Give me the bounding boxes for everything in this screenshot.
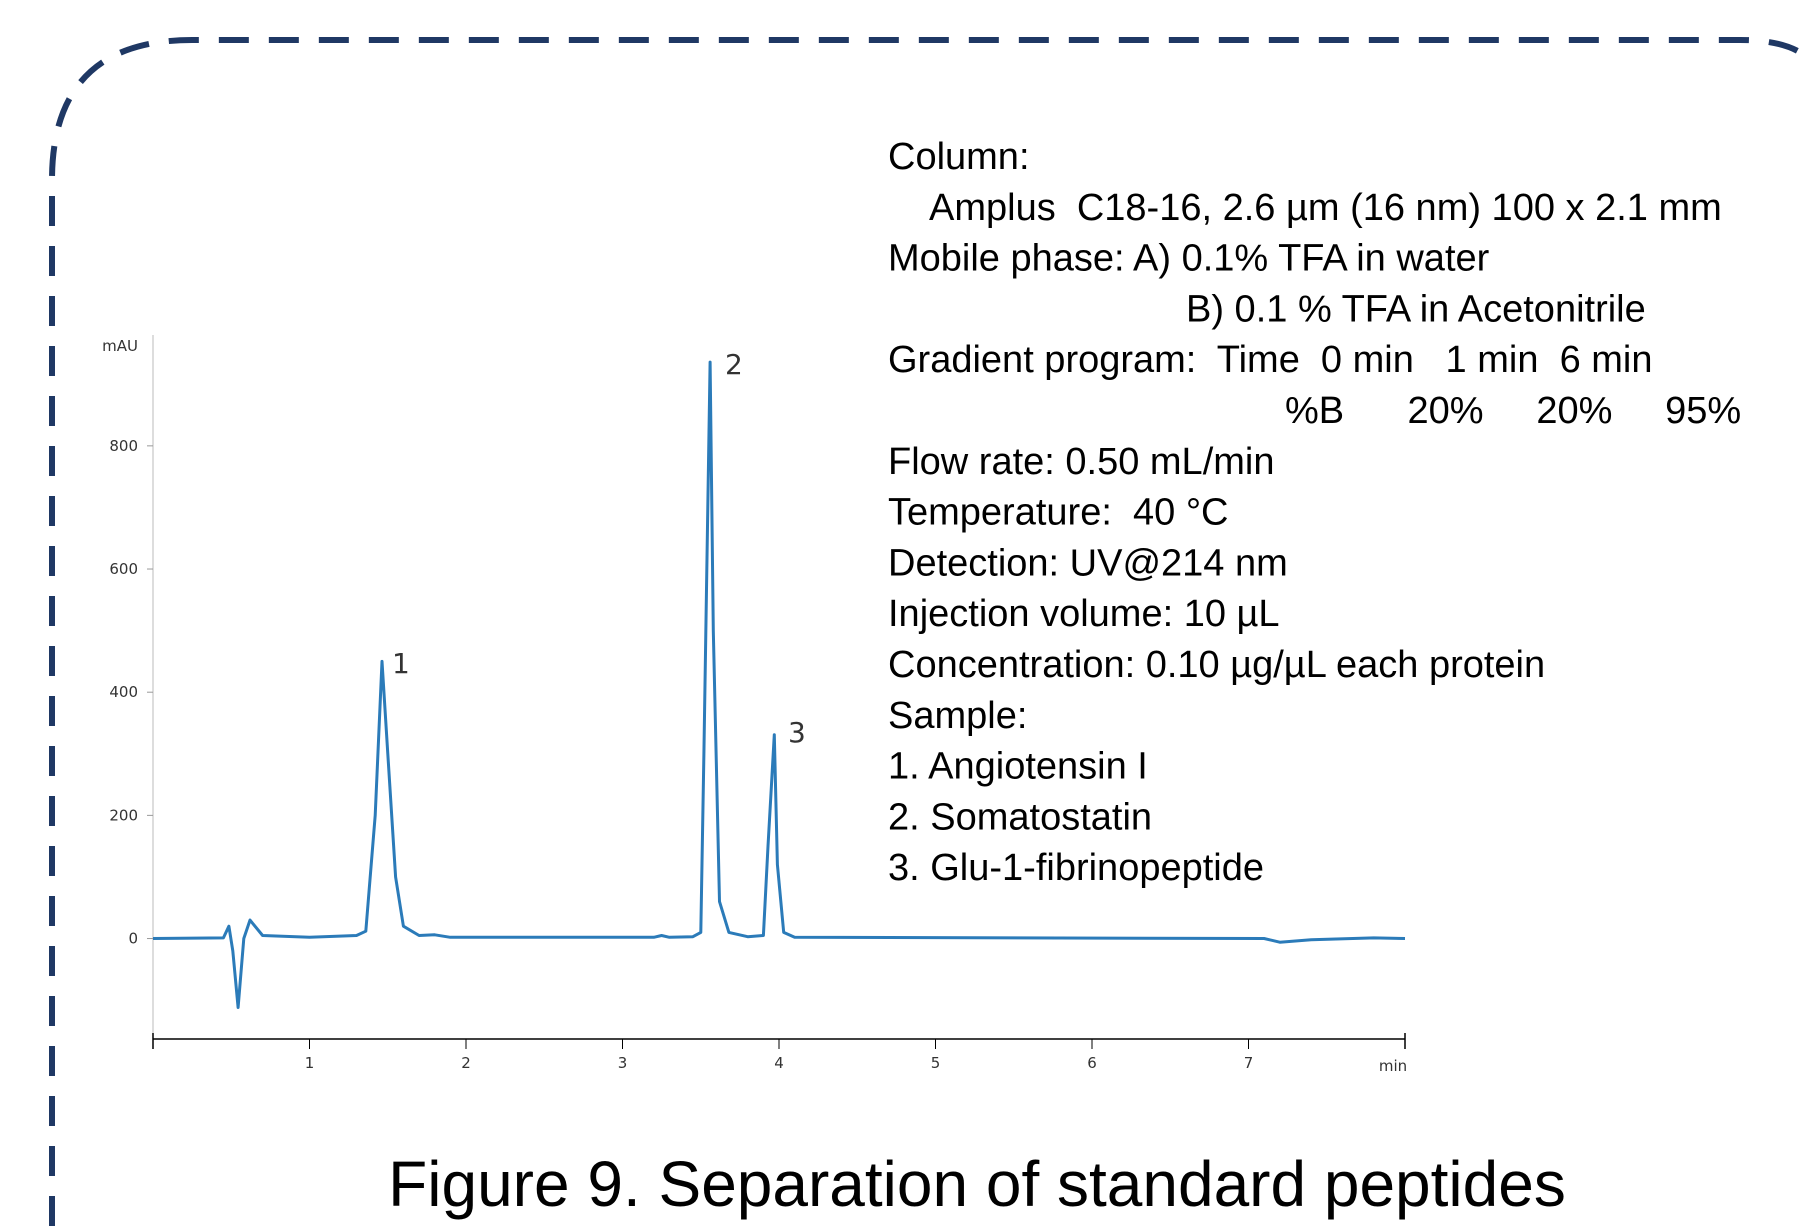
y-tick-label: 400 — [109, 683, 138, 701]
x-tick-label: 3 — [618, 1054, 628, 1072]
peak-label: 3 — [788, 716, 806, 749]
x-axis-label: min — [1379, 1057, 1407, 1075]
y-axis-label: mAU — [102, 337, 138, 355]
condition-line: Temperature: 40 °C — [888, 492, 1228, 534]
caption: Figure 9. Separation of standard peptide… — [388, 1148, 1566, 1220]
condition-line: Injection volume: 10 µL — [888, 593, 1280, 635]
condition-line: 1. Angiotensin I — [888, 746, 1148, 788]
condition-line: B) 0.1 % TFA in Acetonitrile — [1186, 288, 1646, 330]
condition-line: Amplus C18-16, 2.6 µm (16 nm) 100 x 2.1 … — [910, 187, 1722, 229]
condition-line: 2. Somatostatin — [888, 796, 1152, 838]
condition-line: 3. Glu-1-fibrinopeptide — [888, 847, 1264, 889]
condition-line: Column: — [888, 136, 1030, 178]
peak-label: 1 — [392, 647, 410, 680]
y-tick-label: 600 — [109, 560, 138, 578]
y-tick-label: 0 — [128, 930, 138, 948]
condition-line: Concentration: 0.10 µg/µL each protein — [888, 644, 1545, 686]
condition-line: Mobile phase: A) 0.1% TFA in water — [888, 238, 1490, 280]
trace — [152, 360, 1406, 1009]
x-tick-label: 5 — [931, 1054, 941, 1072]
condition-line: %B 20% 20% 95% — [1285, 390, 1741, 432]
x-tick-label: 6 — [1087, 1054, 1097, 1072]
condition-line: Flow rate: 0.50 mL/min — [888, 441, 1274, 483]
x-tick-label: 1 — [305, 1054, 315, 1072]
x-tick-label: 4 — [774, 1054, 784, 1072]
condition-line: Sample: — [888, 695, 1027, 737]
y-tick-label: 200 — [109, 806, 138, 824]
y-tick-label: 800 — [109, 437, 138, 455]
dashed-frame — [49, 37, 1801, 1226]
x-tick-label: 7 — [1244, 1054, 1254, 1072]
peak-label: 2 — [725, 348, 743, 381]
condition-line: Detection: UV@214 nm — [888, 542, 1288, 584]
condition-line: Gradient program: Time 0 min 1 min 6 min — [888, 339, 1653, 381]
x-tick-label: 2 — [461, 1054, 471, 1072]
